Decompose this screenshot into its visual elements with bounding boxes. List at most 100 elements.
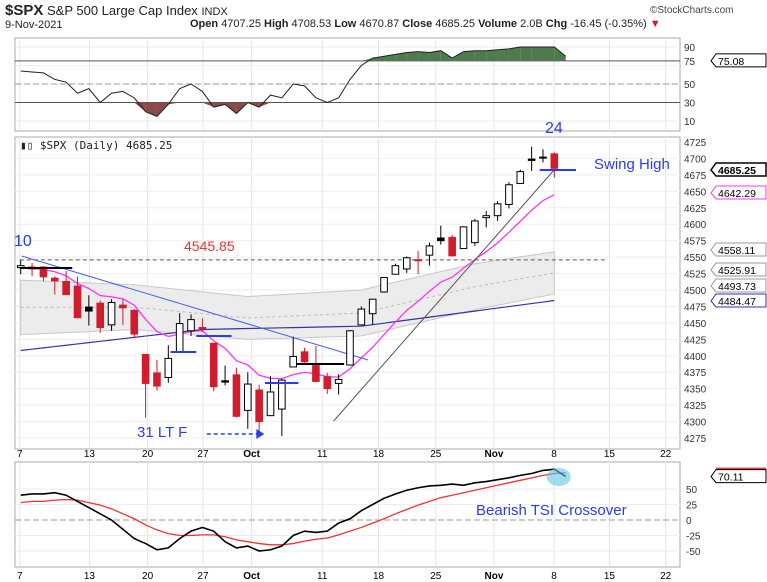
x-tick-label: 8 bbox=[551, 571, 557, 582]
candle-body bbox=[539, 156, 547, 159]
candle-body bbox=[175, 323, 184, 353]
security-name: S&P 500 Large Cap Index bbox=[46, 3, 198, 18]
x-tick-label: 25 bbox=[430, 449, 442, 460]
y-tick-label: 25 bbox=[686, 501, 698, 512]
x-tick-label: 13 bbox=[84, 449, 96, 460]
candle-body bbox=[527, 158, 536, 161]
y-tick-label: 0 bbox=[686, 516, 692, 527]
candle-body bbox=[153, 372, 161, 387]
price-sma-tag bbox=[710, 293, 767, 308]
annotation-level: 4545.85 bbox=[184, 238, 235, 254]
oscillator-overbought-fill bbox=[542, 47, 555, 61]
price-band-label: 4525.91 bbox=[718, 265, 756, 277]
y-tick-label: 4650 bbox=[684, 187, 707, 198]
x-tick-label: 15 bbox=[604, 571, 616, 582]
symbol: $SPX bbox=[5, 2, 44, 19]
volume-label: Volume bbox=[478, 18, 518, 30]
candle-body bbox=[346, 330, 354, 366]
y-tick-label: -50 bbox=[686, 547, 701, 558]
oscillator-overbought-fill bbox=[520, 47, 532, 61]
y-tick-label: 30 bbox=[684, 99, 696, 110]
oscillator-overbought-fill bbox=[474, 50, 487, 61]
oscillator-line bbox=[20, 46, 567, 117]
x-tick-label: 22 bbox=[660, 449, 672, 460]
close-value: 4685.25 bbox=[435, 18, 476, 30]
y-tick-label: 4300 bbox=[684, 418, 707, 429]
candle-body bbox=[402, 257, 411, 270]
x-tick-label: Nov bbox=[484, 449, 503, 460]
y-tick-label: 4275 bbox=[684, 434, 707, 445]
candle-body bbox=[437, 237, 445, 242]
y-tick-label: 4725 bbox=[684, 138, 707, 149]
x-tick-label: 11 bbox=[317, 449, 328, 460]
y-tick-label: 4425 bbox=[684, 335, 707, 346]
x-tick-label: 7 bbox=[17, 571, 23, 582]
price-band-label: 4558.11 bbox=[718, 245, 755, 257]
annotation-swing-high: Swing High bbox=[594, 156, 670, 173]
price-close-tag bbox=[710, 162, 767, 177]
annotation-31-lt-f: 31 LT F bbox=[137, 424, 188, 441]
y-tick-label: 10 bbox=[684, 117, 696, 128]
candle-body bbox=[187, 319, 195, 332]
y-tick-label: 4550 bbox=[684, 253, 707, 264]
y-tick-label: 50 bbox=[686, 485, 698, 496]
oscillator-value-tag bbox=[710, 53, 767, 68]
high-label: High bbox=[264, 18, 289, 30]
watermark: ©StockCharts.com bbox=[650, 5, 734, 16]
high-value: 4708.53 bbox=[291, 18, 332, 30]
x-tick-label: 7 bbox=[17, 449, 23, 460]
x-tick-label: 18 bbox=[373, 449, 385, 460]
oscillator-overbought-fill bbox=[497, 48, 509, 61]
uptrend-line bbox=[333, 169, 555, 422]
price-band-tag bbox=[710, 278, 767, 293]
candle-body bbox=[85, 306, 93, 312]
candle-body bbox=[300, 351, 309, 363]
candle-body bbox=[414, 259, 422, 262]
panel-title-text: $SPX (Daily) 4685.25 bbox=[39, 139, 173, 152]
candle-body bbox=[141, 353, 150, 384]
candle-body bbox=[73, 285, 82, 319]
oscillator-overbought-fill bbox=[440, 50, 453, 61]
candle-body bbox=[209, 342, 218, 388]
candle-body bbox=[50, 277, 59, 282]
open-label: Open bbox=[190, 18, 219, 30]
candle-body bbox=[198, 326, 207, 329]
x-tick-label: 15 bbox=[604, 449, 616, 460]
candle-body bbox=[357, 308, 366, 326]
downtrend-line bbox=[21, 255, 369, 361]
x-tick-label: Nov bbox=[484, 571, 503, 582]
candle-body bbox=[459, 226, 468, 250]
y-tick-label: 4600 bbox=[684, 220, 707, 231]
oscillator-overbought-fill bbox=[429, 50, 441, 61]
price-ema-tag bbox=[710, 185, 767, 200]
price-close-label: 4685.25 bbox=[718, 165, 756, 177]
oscillator-oversold-fill bbox=[168, 102, 180, 105]
y-tick-label: 90 bbox=[684, 43, 696, 54]
candle-body bbox=[278, 379, 286, 410]
low-label: Low bbox=[334, 18, 357, 30]
close-label: Close bbox=[402, 18, 433, 30]
y-tick-label: 4450 bbox=[684, 319, 707, 330]
down-triangle-icon: ▼ bbox=[649, 18, 661, 30]
oscillator-overbought-fill bbox=[406, 51, 419, 61]
y-tick-label: 4700 bbox=[684, 154, 707, 165]
tsi-value-tag bbox=[710, 469, 767, 484]
ema-20-line bbox=[20, 194, 555, 380]
candle-body bbox=[550, 153, 559, 169]
candle-body bbox=[334, 378, 343, 384]
price-panel-title: ▮▯ $SPX (Daily) 4685.25 bbox=[20, 139, 172, 152]
y-tick-label: 75 bbox=[684, 57, 696, 68]
oscillator-oversold-fill bbox=[145, 102, 157, 117]
x-tick-label: 27 bbox=[197, 449, 209, 460]
y-tick-label: 4500 bbox=[684, 286, 707, 297]
oscillator-overbought-fill bbox=[508, 47, 521, 61]
candle-body bbox=[425, 245, 434, 256]
candle-body bbox=[107, 302, 116, 326]
oscillator-overbought-fill bbox=[372, 56, 385, 61]
candle-body bbox=[391, 265, 400, 275]
y-tick-label: 4525 bbox=[684, 270, 707, 281]
price-ema-label: 4642.29 bbox=[718, 188, 756, 200]
x-tick-label: 8 bbox=[551, 449, 557, 460]
price-band-tag bbox=[710, 262, 767, 277]
